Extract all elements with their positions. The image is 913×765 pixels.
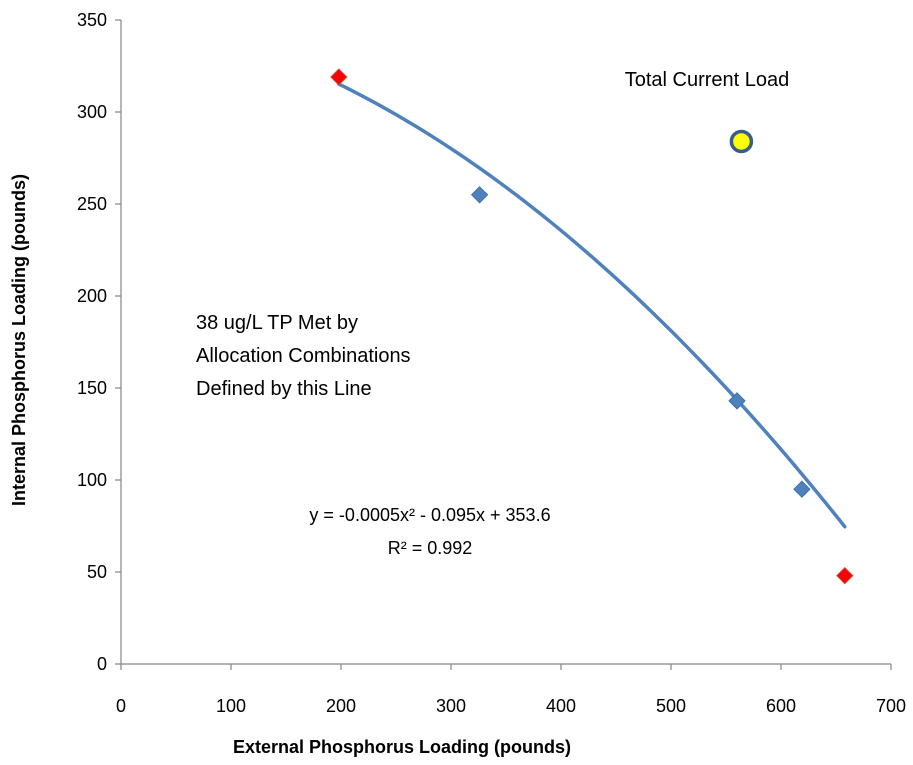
y-tick-label: 350 [77, 10, 107, 30]
x-tick-label: 500 [656, 696, 686, 716]
y-axis-ticks: 0 50 100 150 200 250 300 350 [77, 10, 121, 674]
x-tick-label: 300 [436, 696, 466, 716]
current-load-annotation: Total Current Load [625, 69, 790, 91]
allocation-annotation-line-2: Allocation Combinations [196, 345, 411, 367]
x-tick-label: 200 [326, 696, 356, 716]
y-tick-label: 0 [97, 654, 107, 674]
y-tick-label: 50 [87, 562, 107, 582]
allocation-annotation-line-1: 38 ug/L TP Met by [196, 312, 358, 334]
y-tick-label: 200 [77, 286, 107, 306]
blue-diamond-point [728, 392, 746, 410]
x-tick-label: 600 [766, 696, 796, 716]
red-diamond-point [836, 566, 854, 585]
y-tick-label: 250 [77, 194, 107, 214]
y-tick-label: 100 [77, 470, 107, 490]
blue-diamond-point [793, 480, 811, 498]
r-squared-label: R² = 0.992 [388, 538, 473, 558]
x-tick-label: 400 [546, 696, 576, 716]
y-axis-title: Internal Phosphorus Loading (pounds) [9, 174, 29, 506]
trendline [337, 82, 847, 529]
trendline-equation: y = -0.0005x² - 0.095x + 353.6 [309, 505, 550, 525]
x-axis-title: External Phosphorus Loading (pounds) [233, 737, 571, 757]
x-tick-label: 100 [216, 696, 246, 716]
x-axis-ticks: 0 100 200 300 400 500 600 700 [116, 664, 906, 716]
axes [120, 20, 891, 665]
red-diamond-point [330, 68, 348, 86]
allocation-annotation-line-3: Defined by this Line [196, 378, 372, 400]
blue-diamond-point [470, 186, 489, 204]
y-tick-label: 300 [77, 102, 107, 122]
current-load-point [729, 129, 754, 154]
y-tick-label: 150 [77, 378, 107, 398]
x-tick-label: 0 [116, 696, 126, 716]
data-points [330, 68, 854, 585]
x-tick-label: 700 [876, 696, 906, 716]
